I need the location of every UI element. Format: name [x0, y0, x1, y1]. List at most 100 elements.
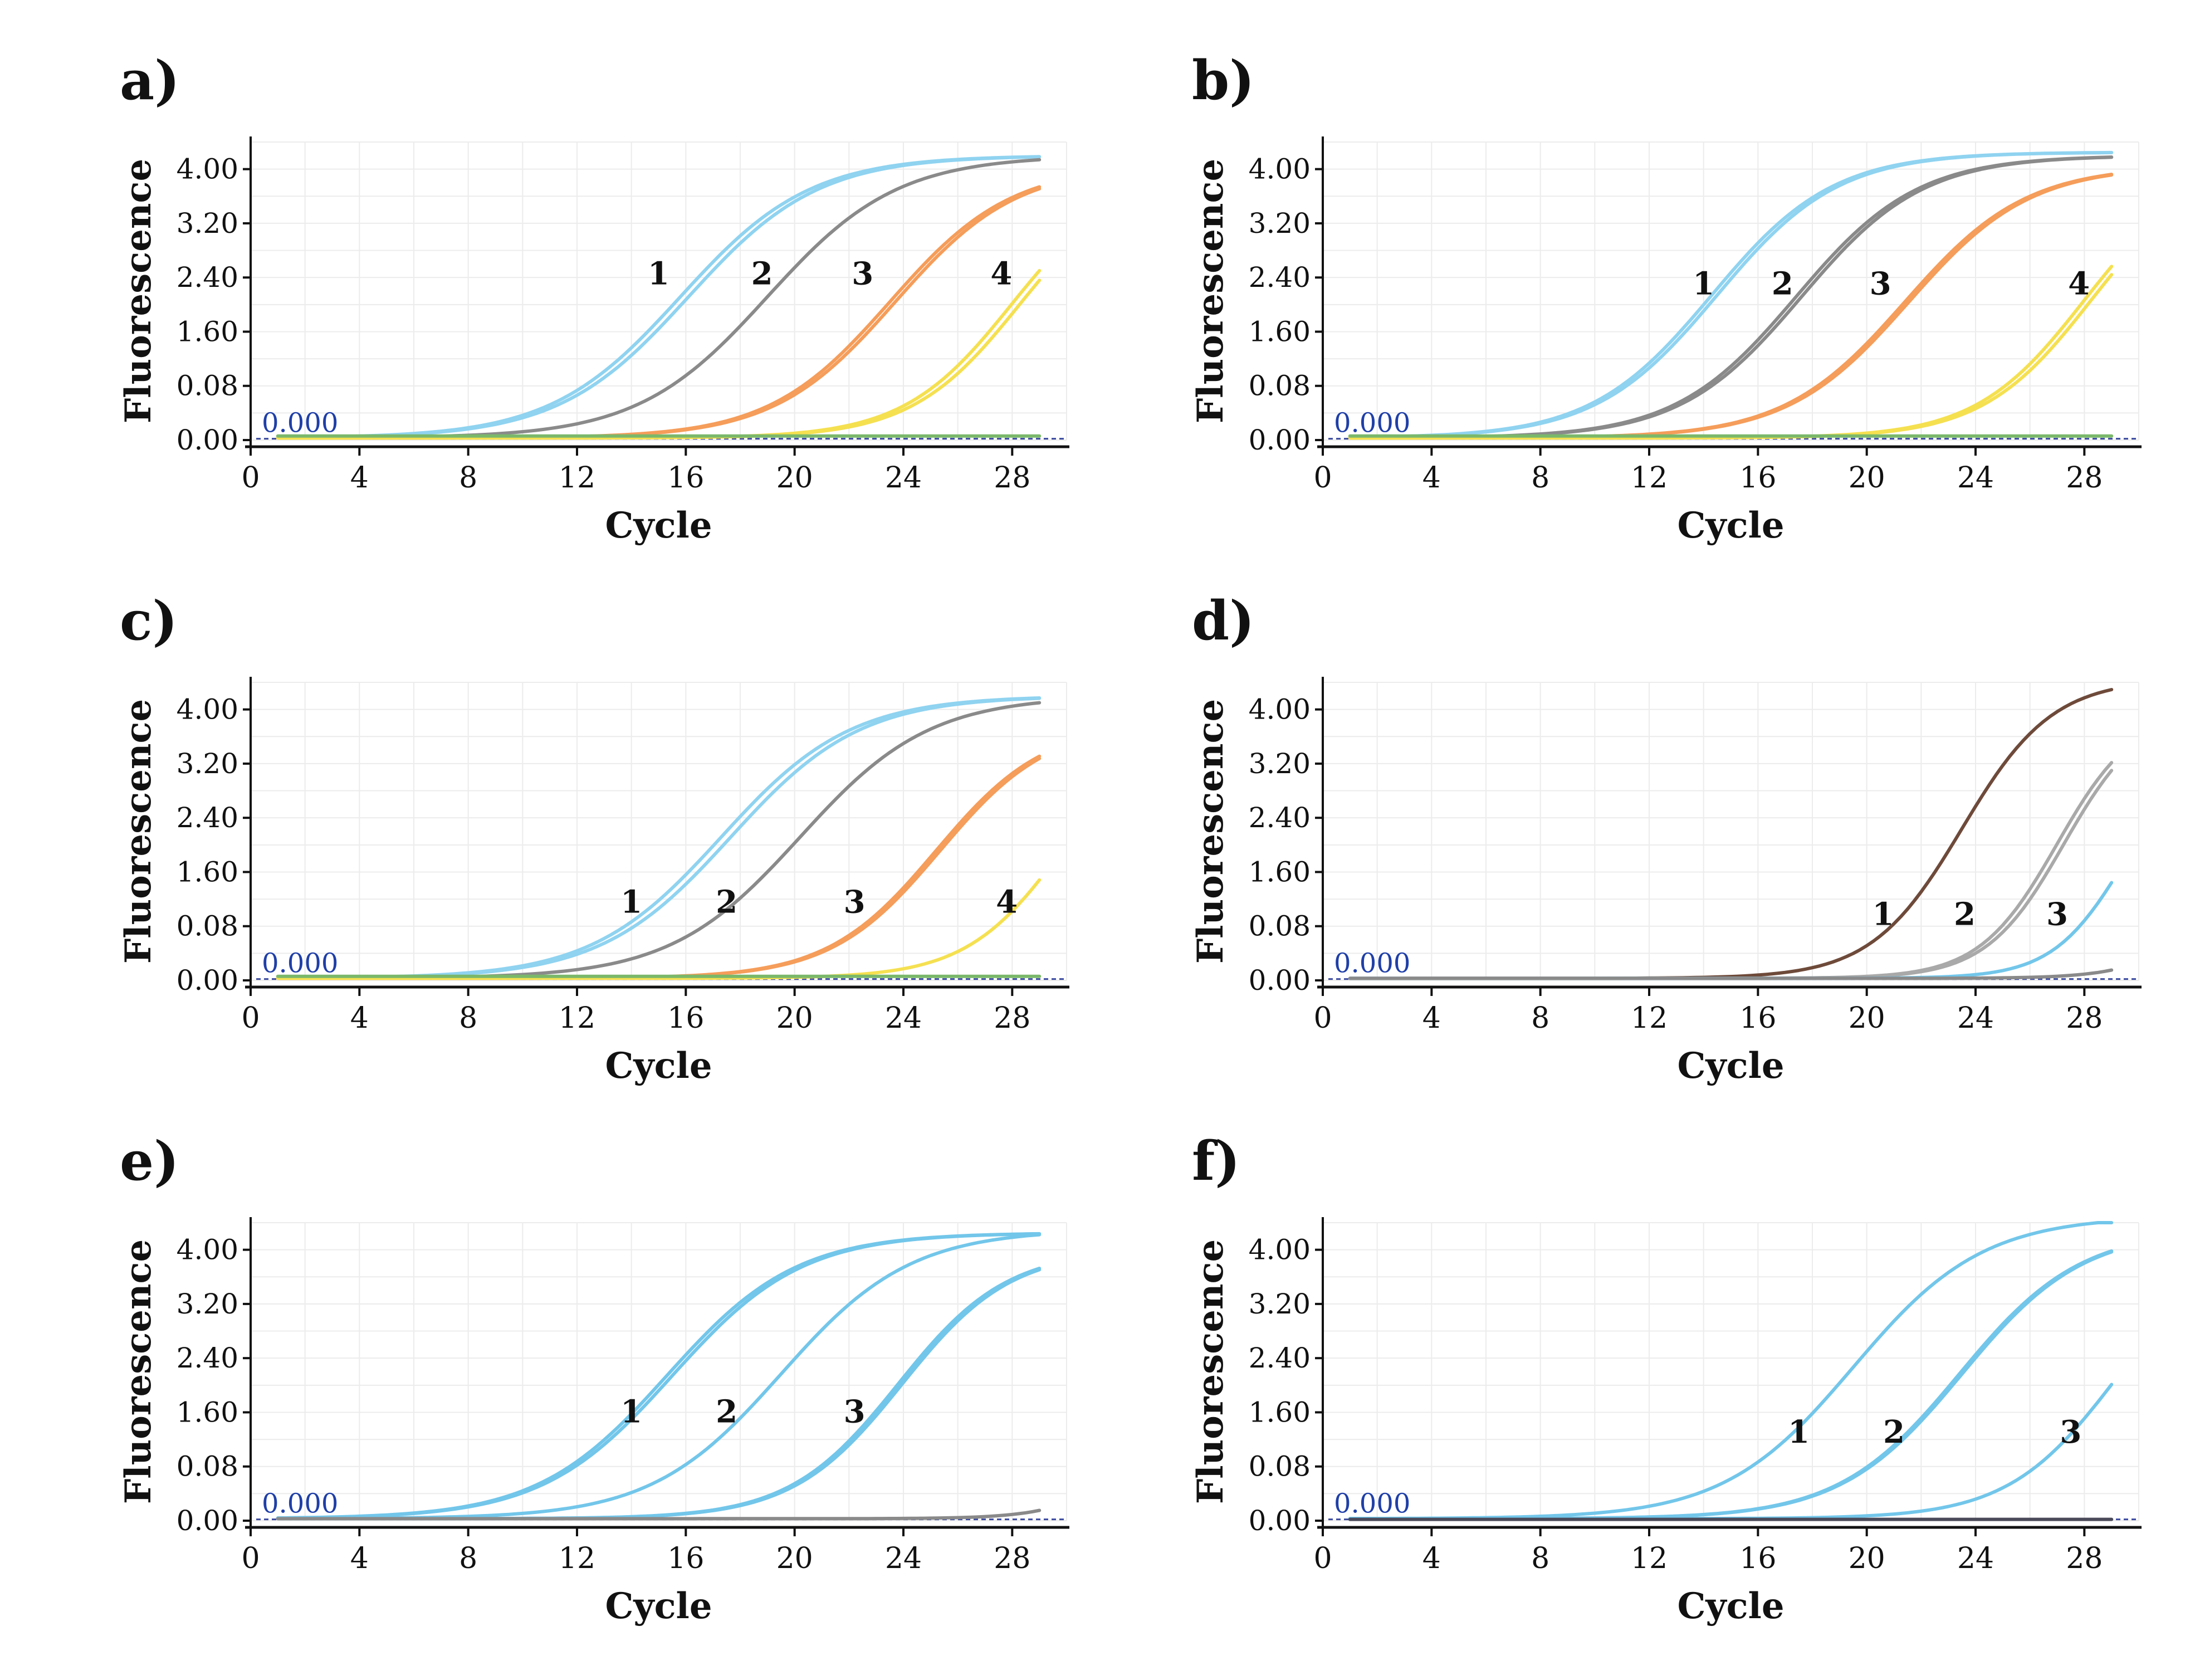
y-axis-label: Fluorescence — [1190, 1239, 1231, 1504]
y-tick-label: 0.08 — [177, 910, 238, 942]
x-tick-label: 4 — [1422, 1002, 1441, 1035]
curve-label: 2 — [1772, 266, 1793, 302]
panel-label: e) — [120, 1130, 179, 1193]
y-tick-label: 3.20 — [177, 748, 238, 780]
curve-label: 3 — [1870, 266, 1891, 302]
series-3 — [276, 185, 1042, 440]
x-tick-label: 20 — [776, 1542, 813, 1575]
series-line — [1348, 761, 2114, 980]
series-line — [1348, 1383, 2114, 1521]
series-line — [1348, 968, 2114, 980]
x-tick-label: 8 — [1531, 1542, 1549, 1575]
x-tick-label: 28 — [994, 1542, 1030, 1575]
x-tick-label: 12 — [1631, 1002, 1668, 1035]
x-tick-label: 20 — [1849, 1002, 1885, 1035]
x-tick-label: 16 — [667, 461, 704, 495]
x-tick-label: 24 — [1957, 1542, 1994, 1575]
y-tick-label: 0.00 — [177, 424, 238, 456]
y-tick-label: 4.00 — [177, 1234, 238, 1266]
chart-panel-d: d) 0.000 0.00 0.08 1.60 2.40 3.20 4.00 0 4 8 12 16 2… — [1072, 540, 2169, 1100]
x-tick-label: 8 — [459, 1542, 477, 1575]
series-line — [1348, 173, 2114, 440]
curve-label: 4 — [2068, 266, 2090, 302]
x-tick-label: 8 — [459, 1002, 477, 1035]
threshold-label: 0.000 — [262, 408, 338, 439]
series-1 — [1348, 1221, 2114, 1521]
series-4 — [276, 878, 1042, 980]
x-tick-label: 28 — [2066, 461, 2103, 495]
y-axis-label: Fluorescence — [118, 1239, 159, 1504]
curve-label: 3 — [852, 255, 873, 292]
curve-label: 3 — [844, 883, 866, 920]
panel-label: a) — [120, 49, 180, 112]
y-tick-label: 2.40 — [177, 1342, 238, 1374]
x-tick-label: 28 — [994, 1002, 1030, 1035]
panel-label: f) — [1192, 1130, 1240, 1193]
y-tick-label: 2.40 — [177, 802, 238, 834]
series-3 — [1348, 173, 2114, 440]
y-tick-label: 3.20 — [177, 207, 238, 240]
x-tick-label: 4 — [350, 461, 369, 495]
series-line — [276, 187, 1042, 440]
x-tick-label: 12 — [1631, 1542, 1668, 1575]
y-tick-label: 0.00 — [1249, 964, 1311, 997]
panel-label: d) — [1192, 589, 1255, 652]
series-1 — [276, 696, 1042, 980]
x-tick-label: 16 — [1739, 1002, 1776, 1035]
y-tick-label: 0.08 — [1249, 910, 1311, 942]
x-tick-label: 28 — [994, 461, 1030, 495]
y-tick-label: 4.00 — [177, 153, 238, 185]
y-tick-label: 0.08 — [177, 1451, 238, 1483]
y-tick-label: 3.20 — [1249, 748, 1311, 780]
series-3 — [276, 754, 1042, 980]
y-tick-label: 0.08 — [1249, 1451, 1311, 1483]
x-tick-label: 8 — [1531, 1002, 1549, 1035]
series-NTC — [276, 1508, 1042, 1521]
y-axis-label: Fluorescence — [118, 699, 159, 964]
series-line — [276, 696, 1042, 980]
curve-label: 2 — [751, 255, 773, 292]
threshold-label: 0.000 — [1334, 408, 1410, 439]
x-axis-label: Cycle — [605, 1045, 712, 1087]
y-tick-label: 0.00 — [1249, 1505, 1311, 1537]
x-tick-label: 24 — [885, 1002, 922, 1035]
x-tick-label: 24 — [885, 1542, 922, 1575]
series-line — [1348, 151, 2114, 439]
x-axis-label: Cycle — [1677, 1045, 1784, 1087]
curve-label: 3 — [2046, 896, 2068, 932]
y-tick-label: 0.08 — [177, 370, 238, 402]
series-line — [276, 756, 1042, 980]
series-line — [276, 185, 1042, 440]
x-tick-label: 8 — [459, 461, 477, 495]
y-tick-label: 3.20 — [1249, 207, 1311, 240]
y-tick-label: 4.00 — [1249, 694, 1311, 726]
x-tick-label: 0 — [241, 1002, 260, 1035]
series-line — [276, 878, 1042, 980]
x-tick-label: 0 — [1313, 1002, 1332, 1035]
gridlines — [1322, 141, 2139, 441]
curve-label: 2 — [1954, 896, 1976, 932]
threshold-label: 0.000 — [262, 948, 338, 979]
series-line — [1348, 1221, 2114, 1521]
series-2 — [276, 701, 1042, 980]
series-2 — [276, 158, 1042, 440]
y-tick-label: 1.60 — [177, 1396, 238, 1428]
series-4 — [1348, 265, 2114, 440]
y-tick-label: 3.20 — [1249, 1288, 1311, 1320]
curve-label: 1 — [648, 255, 669, 292]
series-line — [276, 696, 1042, 980]
y-tick-label: 0.00 — [177, 964, 238, 997]
curve-label: 3 — [2060, 1414, 2081, 1451]
x-tick-label: 16 — [667, 1002, 704, 1035]
series-line — [1348, 769, 2114, 980]
x-tick-label: 28 — [2066, 1542, 2103, 1575]
series-NTC — [1348, 968, 2114, 980]
series-line — [276, 1508, 1042, 1521]
curve-label: 3 — [844, 1394, 866, 1430]
gridlines — [1322, 1222, 2139, 1521]
curve-label: 2 — [716, 883, 737, 920]
x-tick-label: 20 — [1849, 1542, 1885, 1575]
